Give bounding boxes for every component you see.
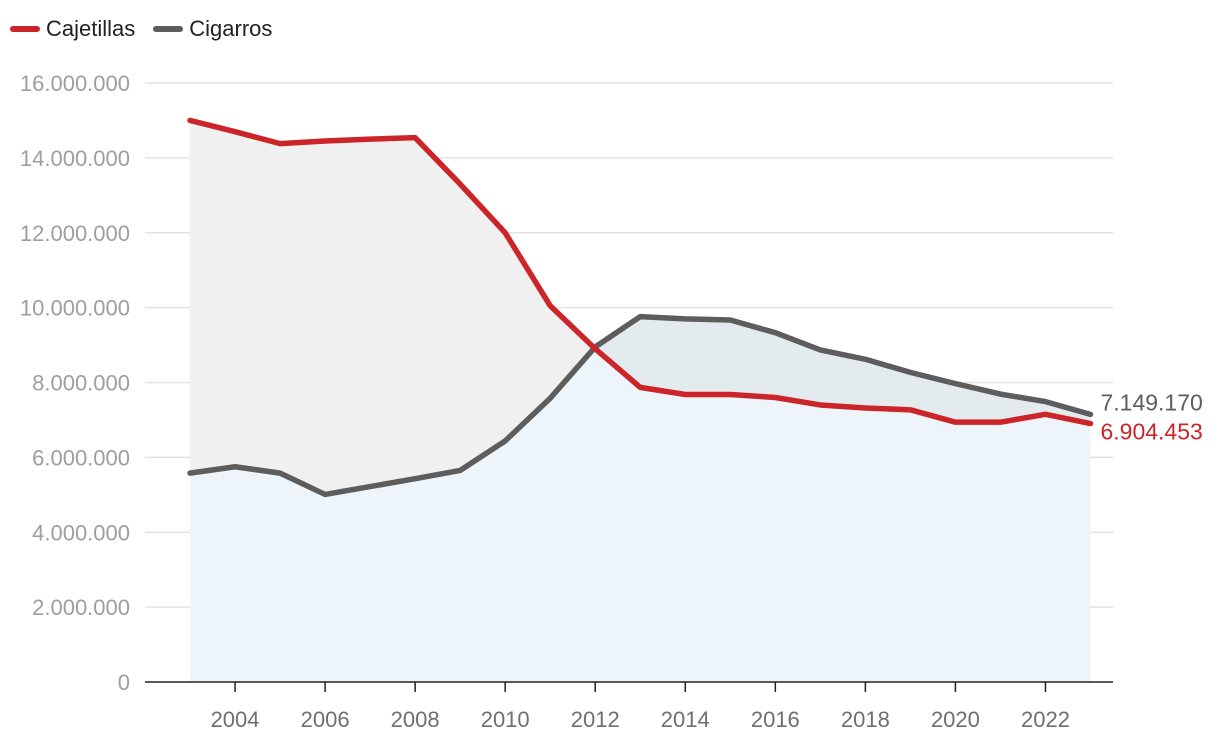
y-tick-label: 4.000.000 (32, 520, 130, 545)
area-gap (369, 137, 416, 487)
legend-item-cigarros: Cigarros (153, 16, 272, 42)
x-tick-label: 2008 (391, 707, 440, 732)
legend-item-cajetillas: Cajetillas (10, 16, 135, 42)
area-gap (414, 137, 461, 480)
series-lines (187, 117, 1094, 498)
end-label-cigarros: 7.149.170 (1100, 389, 1202, 415)
x-tick-label: 2006 (301, 707, 350, 732)
end-label-cajetillas: 6.904.453 (1100, 419, 1202, 445)
y-tick-label: 16.000.000 (20, 71, 130, 96)
y-tick-label: 0 (118, 670, 130, 695)
y-tick-label: 14.000.000 (20, 146, 130, 171)
x-tick-label: 2012 (571, 707, 620, 732)
legend-swatch-cajetillas (10, 26, 40, 32)
x-tick-label: 2014 (661, 707, 710, 732)
y-tick-label: 8.000.000 (32, 371, 130, 396)
chart-legend: Cajetillas Cigarros (10, 16, 272, 42)
series-line-cajetillas (187, 117, 1094, 427)
legend-swatch-cigarros (153, 26, 184, 32)
series-line-cigarros (187, 313, 1094, 498)
x-tick-label: 2022 (1021, 707, 1070, 732)
area-gap (685, 318, 731, 395)
area-lower (190, 348, 1091, 682)
y-tick-label: 12.000.000 (20, 221, 130, 246)
area-gap (640, 316, 686, 395)
end-labels: 7.149.170 6.904.453 (1100, 389, 1202, 444)
area-gap (234, 131, 281, 474)
area-gap (189, 120, 236, 474)
x-tick-label: 2016 (751, 707, 800, 732)
legend-label-cigarros: Cigarros (189, 16, 273, 41)
x-axis: 2004 2006 2008 2010 2012 2014 2016 2018 2020 2022 (145, 681, 1113, 732)
x-tick-label: 2020 (931, 707, 980, 732)
y-tick-label: 6.000.000 (32, 445, 130, 470)
legend-label-cajetillas: Cajetillas (46, 16, 136, 41)
y-tick-label: 2.000.000 (32, 595, 130, 620)
x-tick-label: 2018 (841, 707, 890, 732)
area-gap (279, 140, 326, 495)
y-axis-tick-labels: 0 2.000.000 4.000.000 6.000.000 8.000.000 10.… (20, 71, 130, 695)
area-fills (189, 120, 1091, 682)
area-gap (324, 138, 371, 495)
y-tick-label: 10.000.000 (20, 296, 130, 321)
x-tick-label: 2004 (211, 707, 260, 732)
x-tick-label: 2010 (481, 707, 530, 732)
